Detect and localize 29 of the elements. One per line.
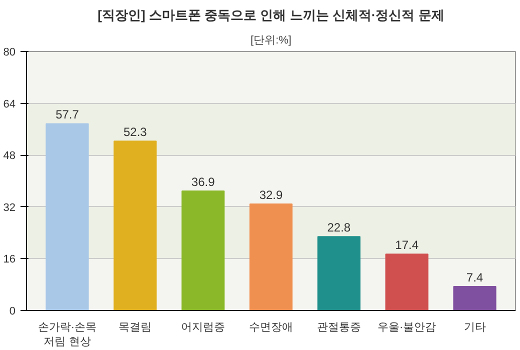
x-tick-label: 어지럼증 <box>181 322 226 334</box>
data-label: 17.4 <box>395 238 419 252</box>
y-tick-label: 32 <box>3 202 16 214</box>
bar <box>453 286 496 310</box>
y-tick-label: 48 <box>3 150 16 162</box>
bar <box>249 203 293 310</box>
x-tick-label: 우울·불안감 <box>378 322 436 334</box>
data-label: 52.3 <box>123 125 148 140</box>
y-tick-label: 64 <box>3 98 16 110</box>
x-tick-label: 목결림 <box>118 322 152 334</box>
y-tick-label: 80 <box>3 46 16 58</box>
x-tick-label: 수면장애 <box>249 322 293 334</box>
data-label: 7.4 <box>466 270 484 285</box>
bar <box>46 123 89 310</box>
x-tick-label: 손가락·손목 저림 현상 <box>38 322 97 348</box>
bar <box>317 236 360 310</box>
data-label: 57.7 <box>56 108 80 122</box>
data-label: 22.8 <box>327 220 351 235</box>
bar <box>182 190 225 310</box>
y-tick-label: 16 <box>3 254 16 266</box>
x-tick-label: 관절통증 <box>316 322 361 334</box>
y-tick-label: 0 <box>9 306 16 318</box>
x-tick-label: 기타 <box>464 322 486 334</box>
bar <box>114 140 157 310</box>
chart-subtitle: [단위:%] <box>250 34 292 46</box>
data-label: 32.9 <box>259 188 284 202</box>
chart-title: [직장인] 스마트폰 중독으로 인해 느끼는 신체적·정신적 문제 <box>98 8 444 22</box>
data-label: 36.9 <box>191 175 216 190</box>
bar <box>385 254 428 310</box>
